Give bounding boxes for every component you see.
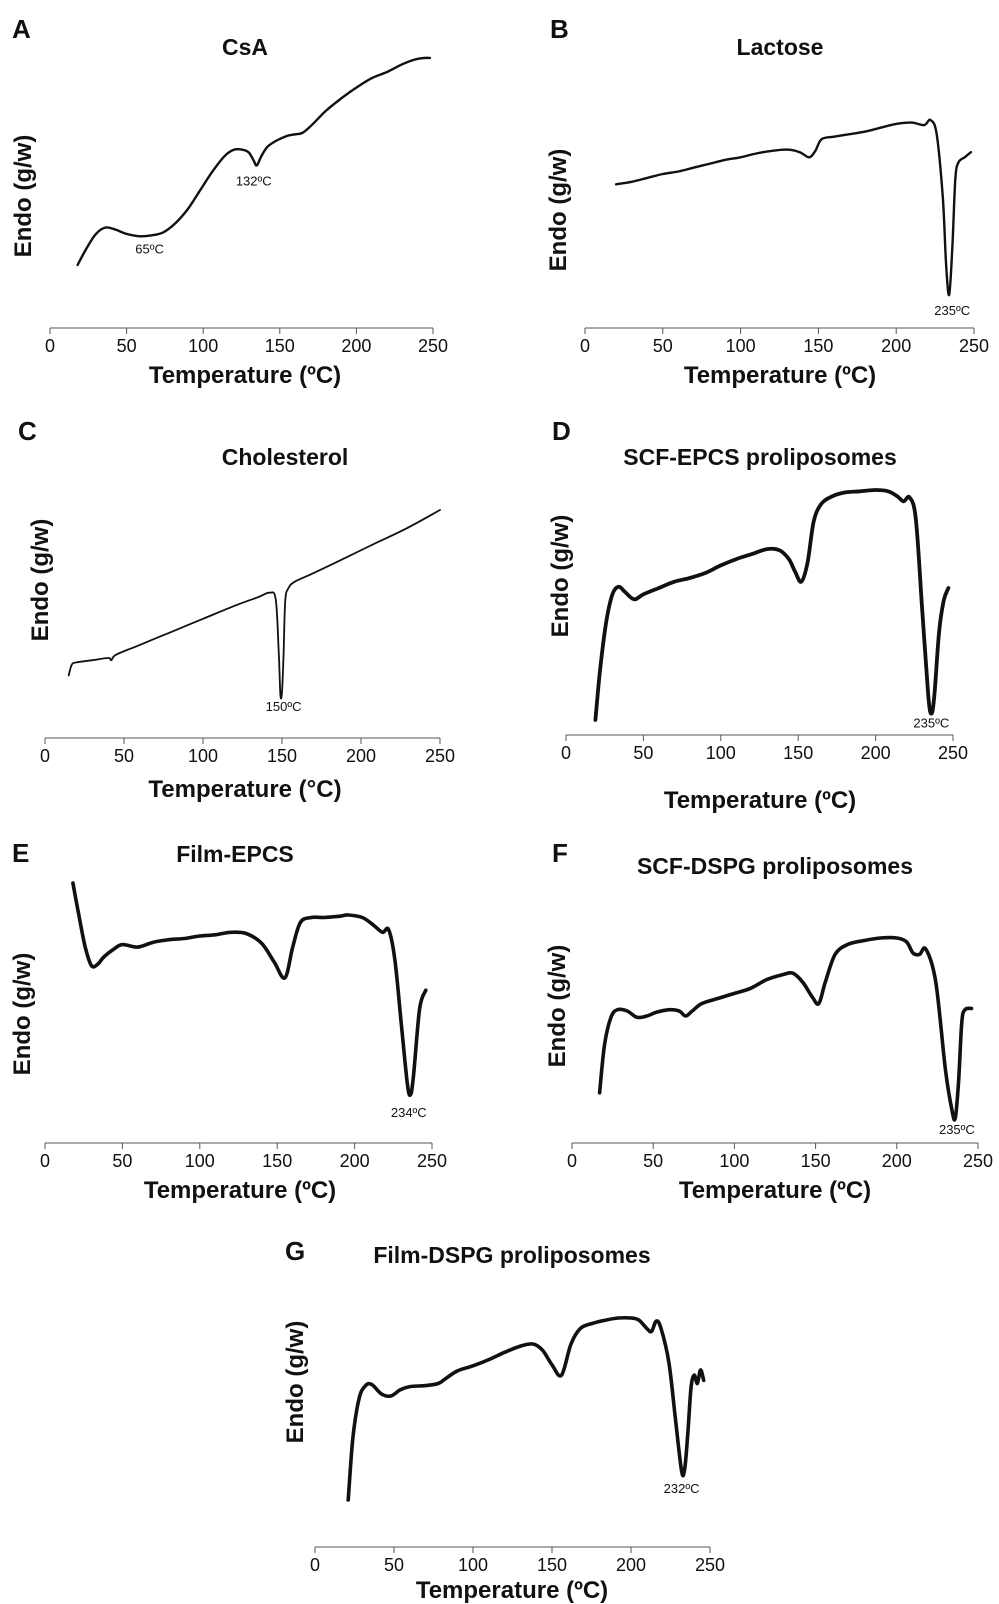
x-tick-label: 250 — [959, 336, 989, 356]
peak-annotation: 65ºC — [135, 241, 164, 256]
x-tick-label: 150 — [265, 336, 295, 356]
x-tick-label: 0 — [561, 743, 571, 763]
x-tick-label: 100 — [188, 746, 218, 766]
x-tick-label: 0 — [580, 336, 590, 356]
y-axis-label: Endo (g/w) — [545, 149, 572, 272]
x-tick-label: 100 — [706, 743, 736, 763]
peak-annotation: 150ºC — [266, 699, 302, 714]
thermogram-trace — [597, 935, 974, 1122]
x-tick-label: 250 — [417, 1151, 447, 1171]
x-tick-label: 50 — [114, 746, 134, 766]
y-axis-label: Endo (g/w) — [10, 135, 37, 258]
y-axis-label: Endo (g/w) — [544, 945, 571, 1068]
panel-title: Lactose — [737, 34, 824, 60]
thermogram-trace — [614, 118, 973, 297]
panel-title: SCF-EPCS proliposomes — [623, 444, 896, 470]
thermogram-trace — [593, 488, 951, 722]
panel-letter: F — [552, 838, 568, 868]
peak-annotation: 234ºC — [391, 1105, 427, 1120]
panel-letter: B — [550, 14, 569, 44]
peak-annotation: 235ºC — [934, 303, 970, 318]
x-axis-label: Temperature (ºC) — [664, 787, 856, 814]
y-axis-label: Endo (g/w) — [9, 953, 36, 1076]
x-tick-label: 100 — [458, 1555, 488, 1575]
panel-letter: C — [18, 416, 37, 446]
panel-g: G Film-DSPG proliposomes 0 50 100 150 200 250 Te… — [282, 1236, 725, 1604]
panel-title: SCF-DSPG proliposomes — [637, 853, 913, 879]
y-axis-label: Endo (g/w) — [27, 519, 54, 642]
x-tick-label: 150 — [262, 1151, 292, 1171]
thermogram-trace — [76, 56, 432, 267]
x-tick-label: 150 — [783, 743, 813, 763]
y-axis-label: Endo (g/w) — [282, 1321, 309, 1444]
panel-letter: E — [12, 838, 29, 868]
peak-annotation: 235ºC — [913, 716, 949, 731]
x-tick-label: 250 — [425, 746, 455, 766]
x-tick-label: 0 — [40, 746, 50, 766]
thermogram-trace — [346, 1315, 706, 1502]
x-tick-label: 0 — [567, 1151, 577, 1171]
x-tick-label: 150 — [803, 336, 833, 356]
x-tick-label: 50 — [112, 1151, 132, 1171]
panel-letter: D — [552, 416, 571, 446]
x-tick-label: 100 — [726, 336, 756, 356]
panel-letter: A — [12, 14, 31, 44]
x-tick-label: 50 — [117, 336, 137, 356]
x-tick-label: 200 — [616, 1555, 646, 1575]
x-tick-label: 0 — [45, 336, 55, 356]
panel-d: D SCF-EPCS proliposomes 0 50 100 150 200 250 Tem… — [547, 416, 968, 814]
thermogram-trace — [71, 881, 428, 1098]
panel-letter: G — [285, 1236, 305, 1266]
x-tick-label: 250 — [938, 743, 968, 763]
x-tick-label: 200 — [341, 336, 371, 356]
x-tick-label: 200 — [346, 746, 376, 766]
x-axis-label: Temperature (ºC) — [416, 1577, 608, 1604]
x-tick-label: 50 — [653, 336, 673, 356]
panel-title: Cholesterol — [222, 444, 349, 470]
x-axis-label: Temperature (°C) — [148, 776, 341, 803]
panel-f: F SCF-DSPG proliposomes 0 50 100 150 200 250 Tem… — [544, 838, 993, 1204]
peak-annotation: 232ºC — [664, 1481, 700, 1496]
x-tick-label: 250 — [418, 336, 448, 356]
x-tick-label: 200 — [882, 1151, 912, 1171]
x-tick-label: 200 — [340, 1151, 370, 1171]
peak-annotation: 132ºC — [236, 173, 272, 188]
panel-title: CsA — [222, 34, 268, 60]
x-tick-label: 250 — [963, 1151, 993, 1171]
x-tick-label: 50 — [384, 1555, 404, 1575]
panel-title: Film-EPCS — [176, 841, 294, 867]
x-tick-label: 0 — [310, 1555, 320, 1575]
x-tick-label: 250 — [695, 1555, 725, 1575]
x-axis-label: Temperature (ºC) — [679, 1177, 871, 1204]
x-tick-label: 150 — [801, 1151, 831, 1171]
x-tick-label: 50 — [643, 1151, 663, 1171]
x-axis-label: Temperature (ºC) — [144, 1177, 336, 1204]
thermogram-trace — [67, 509, 441, 700]
x-axis-label: Temperature (ºC) — [684, 362, 876, 389]
x-tick-label: 50 — [633, 743, 653, 763]
panel-title: Film-DSPG proliposomes — [373, 1242, 650, 1268]
panel-c: C Cholesterol 0 50 100 150 200 250 Temperature (… — [18, 416, 455, 803]
y-axis-label: Endo (g/w) — [547, 515, 574, 638]
x-tick-label: 100 — [719, 1151, 749, 1171]
x-tick-label: 0 — [40, 1151, 50, 1171]
x-tick-label: 150 — [267, 746, 297, 766]
x-tick-label: 100 — [185, 1151, 215, 1171]
x-tick-label: 200 — [861, 743, 891, 763]
panel-e: E Film-EPCS 0 50 100 150 200 250 Temperature (ºC… — [9, 838, 447, 1204]
peak-annotation: 235ºC — [939, 1122, 975, 1137]
x-axis-label: Temperature (ºC) — [149, 362, 341, 389]
x-tick-label: 100 — [188, 336, 218, 356]
x-tick-label: 200 — [881, 336, 911, 356]
x-tick-label: 150 — [537, 1555, 567, 1575]
panel-a: A CsA 0 50 100 150 200 250 Temperature (ºC) Endo … — [10, 14, 448, 389]
panel-b: B Lactose 0 50 100 150 200 250 Temperature (ºC) E… — [545, 14, 989, 389]
